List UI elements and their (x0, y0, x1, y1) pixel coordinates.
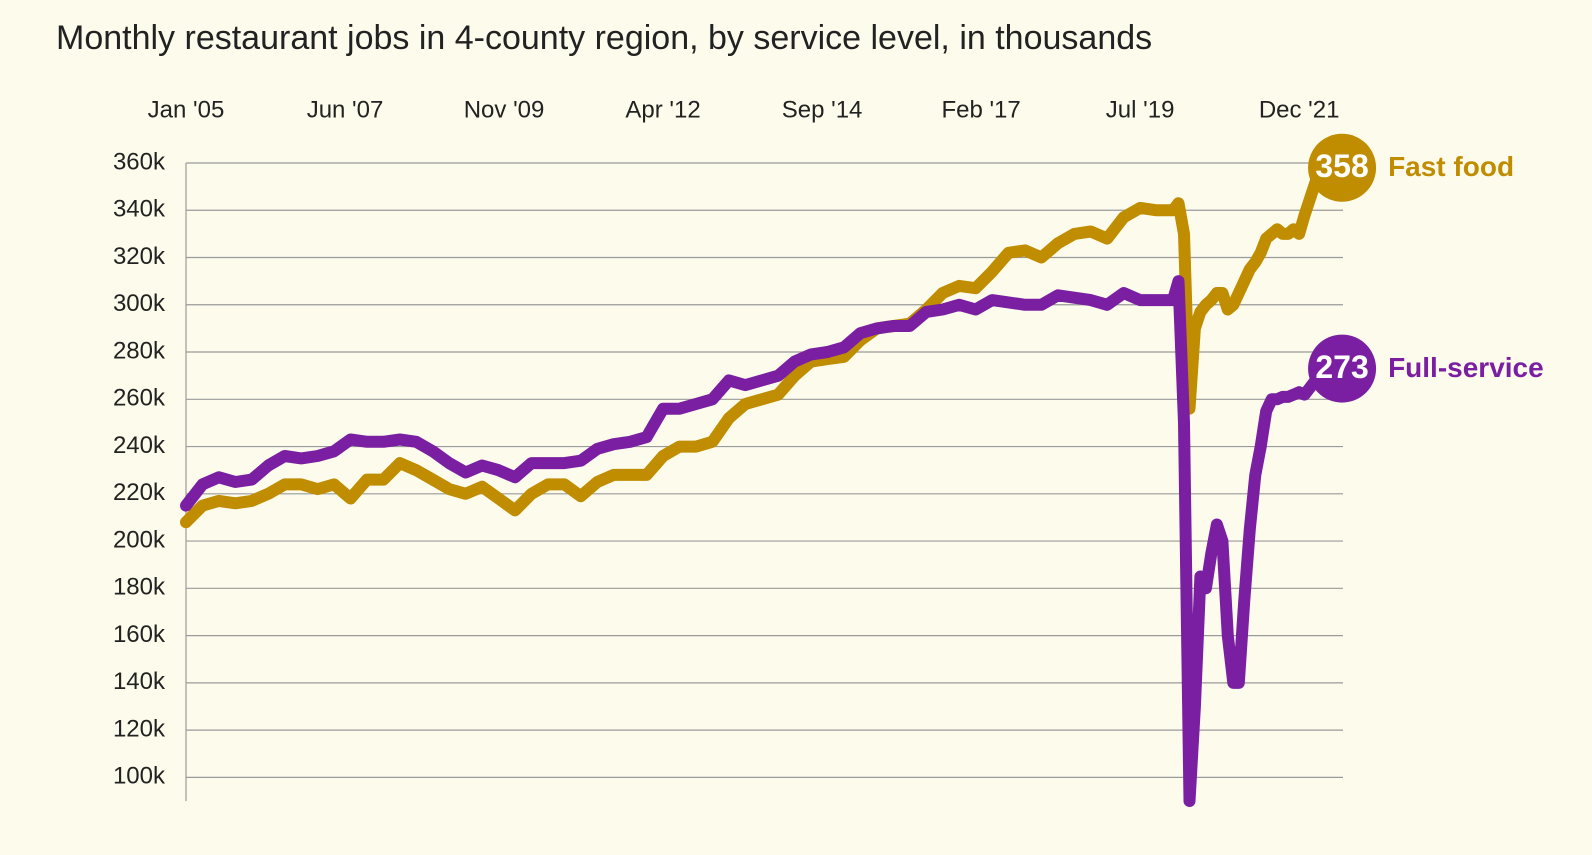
end-marker (1308, 334, 1377, 403)
x-tick-label: Nov '09 (464, 96, 545, 123)
x-tick-label: Feb '17 (941, 96, 1020, 123)
y-tick-label: 140k (113, 668, 166, 695)
x-tick-label: Sep '14 (782, 96, 863, 123)
end-value-label: 273 (1315, 349, 1368, 385)
end-value-label: 358 (1315, 148, 1368, 184)
y-tick-label: 160k (113, 621, 166, 648)
y-tick-label: 220k (113, 479, 166, 506)
y-tick-label: 120k (113, 715, 166, 742)
y-tick-label: 340k (113, 196, 166, 223)
y-tick-label: 100k (113, 763, 166, 790)
x-tick-label: Dec '21 (1259, 96, 1340, 123)
chart-title: Monthly restaurant jobs in 4-county regi… (56, 19, 1152, 57)
data-line (180, 275, 1328, 807)
end-marker (1308, 133, 1377, 202)
x-tick-label: Jun '07 (307, 96, 384, 123)
y-tick-label: 280k (113, 337, 166, 364)
y-tick-label: 300k (113, 290, 166, 317)
y-tick-label: 200k (113, 526, 166, 553)
x-tick-label: Jan '05 (148, 96, 225, 123)
y-tick-label: 180k (113, 574, 166, 601)
x-tick-label: Apr '12 (625, 96, 700, 123)
y-tick-label: 260k (113, 385, 166, 412)
legend-label: Fast food (1388, 151, 1514, 182)
y-tick-label: 240k (113, 432, 166, 459)
legend-label: Full-service (1388, 352, 1544, 383)
y-tick-label: 360k (113, 148, 166, 175)
y-tick-label: 320k (113, 243, 166, 270)
x-tick-label: Jul '19 (1106, 96, 1175, 123)
